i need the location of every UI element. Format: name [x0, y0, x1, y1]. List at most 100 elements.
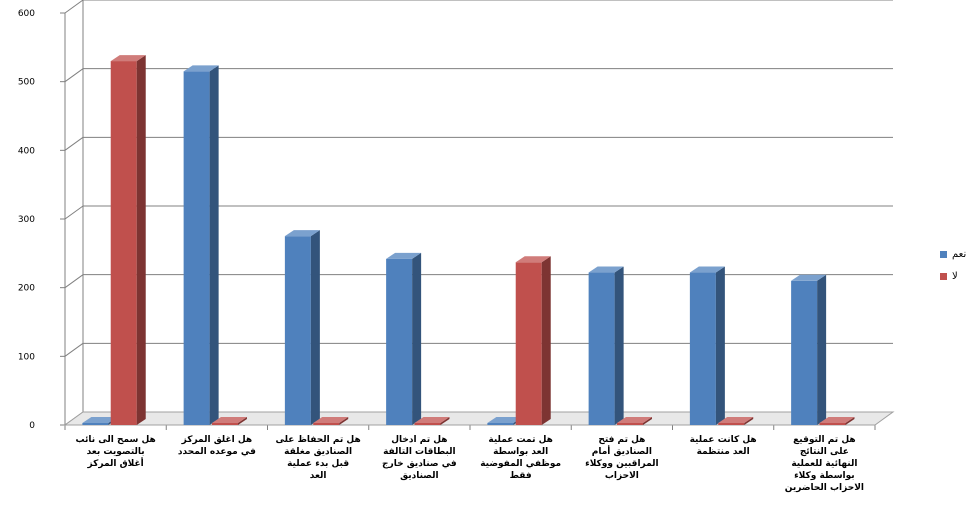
bar-front	[487, 423, 514, 425]
bar-top	[718, 417, 754, 423]
bar-top	[284, 230, 320, 237]
bar-front	[819, 423, 846, 425]
x-category-label: هل تمت عملية العد بواسطة موظفي المفوضية فقط	[480, 435, 561, 481]
bar-side	[412, 252, 422, 425]
grid-diagonal	[64, 205, 84, 220]
bar-front	[183, 71, 210, 425]
bar-side	[541, 256, 551, 425]
bar-no	[616, 417, 652, 425]
x-category-label: هل كانت عملية العد منتظمة	[690, 435, 757, 457]
bar-top	[414, 417, 450, 423]
bar-yes	[689, 266, 725, 425]
x-category-label-line: في موعده المحدد	[178, 447, 256, 457]
x-category-label-line: الصناديق مغلقة	[284, 447, 352, 457]
bar-side	[136, 55, 146, 426]
bar-side	[440, 417, 450, 425]
bar-side	[715, 266, 725, 425]
x-category-label: هل تم ادخال البطاقات التالفة في صناديق خار…	[382, 435, 457, 481]
y-tick-label: 500	[18, 78, 35, 88]
bar-front	[211, 423, 238, 425]
x-category-label-line: النهائية للعملية	[791, 459, 857, 469]
grid-diagonal	[64, 68, 84, 83]
x-category-label-line: في صناديق خارج	[382, 459, 457, 469]
y-tick-label: 300	[18, 215, 35, 225]
bar-front	[588, 272, 615, 425]
legend-item-yes: نعم	[940, 243, 966, 265]
grid-diagonal	[64, 136, 84, 151]
bar-top	[110, 55, 146, 62]
y-tick-labels: 0 100 200 300 400 500 600	[18, 9, 35, 431]
x-category-label: هل تم الحفاظ على الصناديق مغلقة قبل بدء عم…	[276, 435, 361, 481]
bar-top	[515, 256, 551, 263]
bar-yes	[183, 65, 219, 425]
x-category-label-line: هل اغلق المركز	[181, 435, 253, 445]
bar-yes	[386, 252, 422, 425]
x-category-label-line: قبل بدء عملية	[287, 459, 349, 469]
grid-diagonal	[64, 342, 84, 357]
bar-no	[515, 256, 551, 425]
x-category-label-line: الصناديق أمام	[592, 445, 652, 457]
x-category-label-line: بواسطة وكلاء	[794, 471, 855, 481]
y-tick-label: 400	[18, 146, 35, 156]
bar-front	[110, 61, 137, 426]
legend-label-no: لا	[952, 270, 958, 282]
bar-side	[845, 417, 855, 425]
bar-side	[310, 230, 320, 425]
x-category-label-line: هل تمت عملية	[488, 435, 552, 445]
bars	[82, 55, 855, 426]
bar-top	[183, 65, 219, 72]
y-tick-label: 100	[18, 352, 35, 362]
axes	[60, 0, 876, 430]
y-tick-label: 200	[18, 284, 35, 294]
y-tick-label: 0	[29, 421, 35, 431]
x-category-label-line: الاحزاب	[605, 471, 639, 481]
bar-front	[82, 423, 109, 425]
x-category-label-line: العد	[310, 471, 327, 481]
y-tick-label: 600	[18, 9, 35, 19]
x-category-label: هل اغلق المركز في موعده المحدد	[178, 435, 256, 457]
x-category-label-line: الصناديق	[400, 471, 439, 481]
bar-front	[313, 423, 340, 425]
legend-swatch-yes	[940, 250, 947, 258]
bar-front	[718, 423, 745, 425]
bar-front	[386, 258, 413, 425]
bar-side	[339, 417, 349, 425]
bar-front	[414, 423, 441, 425]
bar-top	[487, 417, 523, 423]
x-category-label-line: موظفي المفوضية	[480, 459, 561, 469]
x-category-label-line: العد بواسطة	[493, 447, 548, 457]
bar-no	[211, 417, 247, 425]
bar-no	[110, 55, 146, 426]
x-category-label-line: بالتصويت بعد	[87, 447, 145, 457]
legend-label-yes: نعم	[952, 248, 967, 260]
bar-no	[313, 417, 349, 425]
bar-yes	[284, 230, 320, 425]
bar-side	[209, 65, 219, 425]
grid-diagonal	[64, 0, 84, 14]
bar-front	[515, 262, 542, 425]
x-category-label-line: هل تم فتح	[598, 435, 645, 445]
bar-front	[689, 272, 716, 425]
bar-front	[284, 236, 311, 425]
bar-side	[642, 417, 652, 425]
bar-side	[614, 266, 624, 425]
bar-no	[718, 417, 754, 425]
x-category-label: هل تم التوقيع على النتائج النهائية للعملية…	[785, 435, 864, 493]
x-category-label: هل سمح الى نائب بالتصويت بعد أغلاق المركز	[75, 435, 155, 469]
x-category-label-line: هل سمح الى نائب	[75, 435, 155, 445]
x-category-label-line: المراقبين ووكلاء	[585, 459, 659, 469]
bar-front	[791, 280, 818, 425]
bar-no	[414, 417, 450, 425]
bar-top	[616, 417, 652, 423]
x-category-label-line: العد منتظمة	[697, 447, 750, 457]
bar-yes	[791, 274, 827, 425]
x-category-label-line: الاحزاب الحاضرين	[785, 483, 864, 493]
bar-yes	[588, 266, 624, 425]
legend-item-no: لا	[940, 265, 966, 287]
x-category-label-line: فقط	[510, 471, 532, 481]
bar-top	[819, 417, 855, 423]
x-category-label-line: البطاقات التالفة	[383, 447, 456, 457]
x-category-label-line: هل كانت عملية	[690, 435, 757, 445]
bar-top	[791, 274, 827, 281]
